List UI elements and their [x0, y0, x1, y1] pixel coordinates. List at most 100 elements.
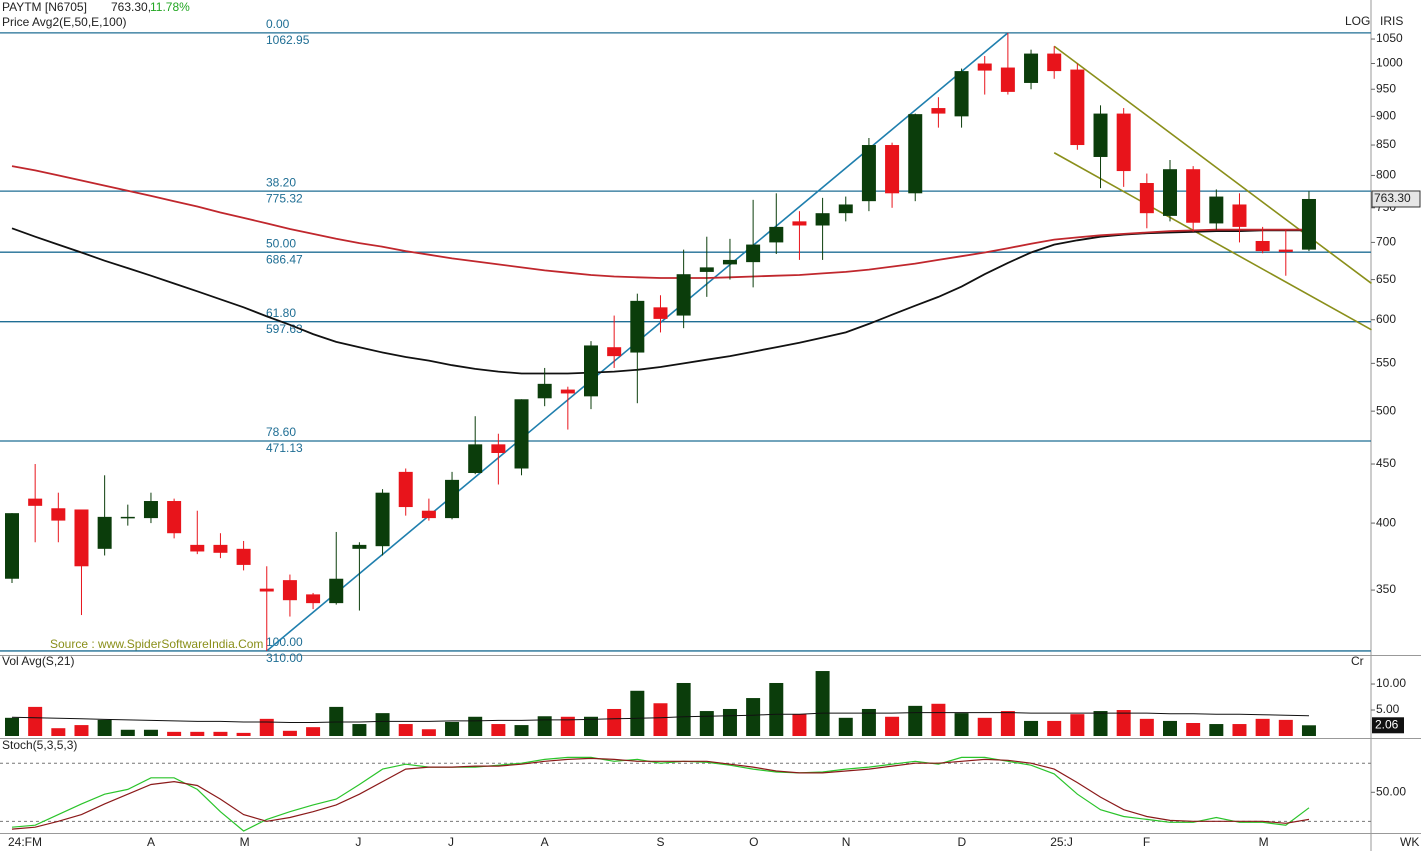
y-tick-label: 50.00	[1376, 784, 1406, 798]
bar	[97, 719, 112, 736]
x-tick-label: S	[656, 835, 664, 849]
fib-price: 597.63	[266, 322, 303, 336]
candle-body	[514, 399, 529, 469]
candle-body	[861, 145, 876, 202]
bar	[607, 708, 622, 736]
price-tag-box	[1371, 190, 1421, 208]
y-tick-label: 1050	[1376, 31, 1403, 45]
candle-body	[722, 259, 737, 265]
bar	[954, 713, 969, 736]
y-tick-label: 950	[1376, 81, 1396, 95]
bar	[375, 713, 390, 736]
candle-body	[468, 444, 483, 474]
candle-body	[1139, 183, 1154, 214]
candle-body	[236, 548, 251, 565]
candle-body	[584, 345, 598, 397]
bar	[468, 716, 483, 736]
bar	[1093, 711, 1108, 736]
candle-body	[306, 594, 321, 604]
candle-body	[1070, 69, 1085, 146]
y-tick-label: 600	[1376, 312, 1396, 326]
bar	[861, 708, 876, 736]
bar	[1116, 710, 1131, 736]
x-tick-label: J	[448, 835, 454, 849]
fib-pct: 61.80	[266, 306, 296, 320]
bar	[560, 716, 575, 736]
bar	[74, 725, 89, 736]
candle-body	[746, 244, 761, 263]
bar	[514, 725, 529, 736]
y-tick-label: 700	[1376, 235, 1396, 249]
bar	[167, 731, 182, 736]
candle-body	[352, 544, 367, 549]
bar	[421, 729, 436, 736]
bar	[977, 717, 992, 736]
fib-pct: 50.00	[266, 236, 296, 250]
bar	[1139, 718, 1154, 736]
bar	[190, 731, 205, 736]
fib-price: 310.00	[266, 651, 303, 665]
indicator-label: IRIS	[1380, 14, 1403, 28]
fib-pct: 100.00	[266, 635, 303, 649]
x-tick-label: M	[240, 835, 250, 849]
fib-pct: 78.60	[266, 425, 296, 439]
x-tick-label: N	[842, 835, 851, 849]
candle-body	[1093, 113, 1108, 157]
candle-body	[1301, 198, 1316, 250]
fib-price: 686.47	[266, 252, 303, 266]
x-tick-label: A	[541, 835, 549, 849]
source: Source : www.SpiderSoftwareIndia.Com	[50, 637, 263, 651]
x-tick-label: 24:FM	[8, 835, 42, 849]
bar	[28, 706, 43, 736]
candle-body	[120, 516, 135, 519]
y-tick-label: 350	[1376, 582, 1396, 596]
bar	[282, 730, 297, 736]
change: 11.78%	[150, 0, 190, 14]
candle-body	[885, 145, 900, 194]
candle-body	[1232, 204, 1247, 227]
bar	[1070, 714, 1085, 736]
candle-body	[977, 63, 992, 71]
candle-body	[213, 544, 228, 553]
candle-body	[97, 516, 112, 549]
y-tick-label: 5.00	[1376, 702, 1400, 716]
fib-price: 471.13	[266, 441, 303, 455]
bar	[1301, 725, 1316, 736]
y-tick-label: 800	[1376, 168, 1396, 182]
candle-body	[560, 389, 575, 394]
line	[11, 757, 1310, 830]
candle-body	[1209, 196, 1224, 224]
value-tag-box	[1372, 717, 1404, 734]
candle-body	[1116, 113, 1131, 172]
y-tick-label: 400	[1376, 515, 1396, 529]
bar	[1163, 720, 1177, 736]
candle-body	[792, 221, 807, 226]
candle-body	[421, 510, 436, 519]
candle-body	[699, 267, 714, 272]
y-tick-label: 450	[1376, 456, 1396, 470]
candle-body	[190, 544, 205, 552]
candle-body	[653, 307, 668, 319]
line	[11, 165, 1309, 279]
bar	[120, 729, 135, 736]
candle-body	[143, 501, 158, 519]
y-tick-label: 850	[1376, 137, 1396, 151]
last-price: 763.30,	[111, 0, 151, 14]
fib-price: 775.32	[266, 191, 303, 205]
candle-body	[1047, 53, 1062, 72]
y-tick-label: 1000	[1376, 56, 1403, 70]
y-tick-label: 500	[1376, 403, 1396, 417]
bar	[352, 724, 367, 736]
candle-body	[630, 300, 645, 353]
candle-body	[1024, 53, 1039, 83]
bar	[236, 732, 251, 736]
bar	[630, 690, 645, 736]
candle-body	[398, 471, 413, 508]
candle-body	[607, 347, 622, 357]
candle-body	[445, 479, 460, 519]
y-tick-label: 550	[1376, 356, 1396, 370]
candle-body	[931, 108, 946, 114]
bar	[306, 727, 321, 736]
bar	[792, 714, 807, 736]
